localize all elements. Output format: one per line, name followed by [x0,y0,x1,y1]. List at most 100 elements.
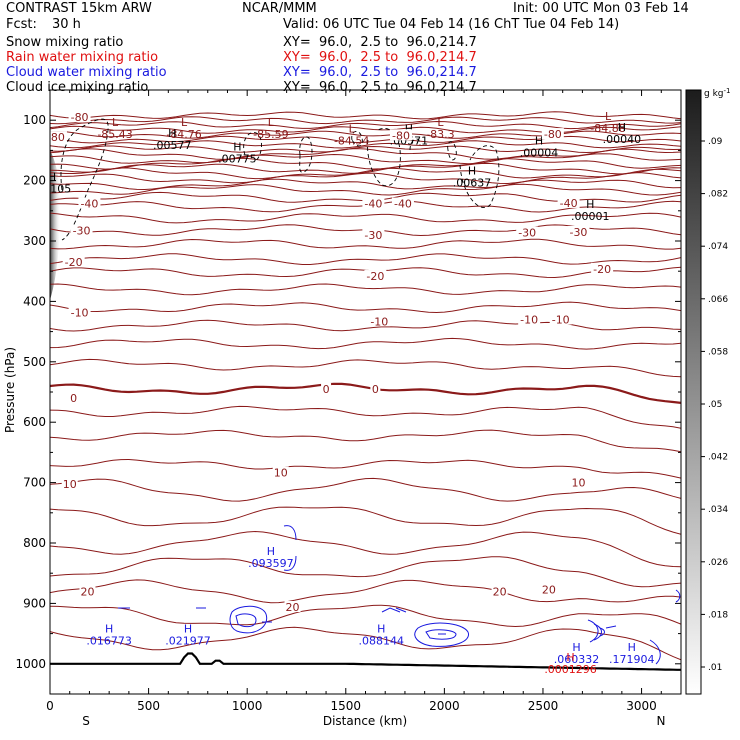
extremum-value: -85.59 [253,128,288,141]
extremum-value: .00105 [33,183,72,196]
contour-label-bg [272,466,289,478]
contour-label-bg [70,224,93,236]
center-label: NCAR/MMM [242,1,317,16]
plot-title: CONTRAST 15km ARW [6,1,152,16]
field-name-cloud-water: Cloud water mixing ratio [6,65,167,80]
contour-label-bg [61,477,78,489]
contour-label: -20 [366,270,384,283]
extremum-kind: L [349,122,356,135]
extremum-kind: H [48,171,56,184]
colorbar-unit: g kg-1 [704,87,730,99]
contour-label: -80 [71,111,89,124]
temperature-isoline [50,157,681,170]
temperature-isoline [50,148,681,160]
contour-label: -80 [544,128,562,141]
colorbar-tick-label: .066 [708,295,728,305]
y-tick-label: 800 [23,536,46,550]
field-xy-rain: XY= 96.0, 2.5 to 96.0,214.7 [283,50,477,65]
x-axis-north-label: N [657,714,666,728]
extremum-value: -83.3 [426,128,454,141]
x-axis-label: Distance (km) [323,714,407,728]
temperature-isoline [50,358,681,378]
field-xy-cloud-water: XY= 96.0, 2.5 to 96.0,214.7 [283,65,477,80]
x-tick-label: 2000 [429,699,460,713]
contour-label: -30 [364,229,382,242]
contour-label: 0 [372,383,379,396]
temperature-isoline [50,120,681,130]
extremum-kind: H [377,622,385,635]
contour-label-bg [516,226,539,238]
contour-label: -10 [71,306,89,319]
temperature-isoline [50,253,681,265]
temperature-isoline [50,405,681,429]
extremum-kind: L [268,116,275,129]
contour-label: -40 [560,197,578,210]
temperature-isoline [50,301,681,314]
y-tick-label: 1000 [15,657,46,671]
field-xy-snow: XY= 96.0, 2.5 to 96.0,214.7 [283,35,477,50]
contour-label-bg [364,270,387,282]
contour-label-bg [540,583,557,595]
cloud-water-contours [118,525,681,665]
colorbar-tick-label: .082 [708,190,728,200]
contour-label-bg [389,129,412,141]
contour-label: -30 [73,225,91,238]
contour-label-bg [62,256,85,268]
colorbar-tick-label: .026 [708,558,728,568]
extremum-kind: L [181,116,188,129]
contour-label: -20 [593,263,611,276]
colorbar-tick-label: .01 [708,663,722,673]
contour-label: -30 [518,227,536,240]
extremum-kind: H [105,622,113,635]
temperature-isoline [50,125,681,134]
contour-label-bg [362,197,385,209]
temperature-isoline [50,319,681,332]
extremum-kind: H [267,545,275,558]
extremum-kind: H [184,622,192,635]
temperature-isoline [50,172,681,185]
temperature-isoline [50,626,681,661]
extremum-kind: H [468,165,476,178]
contour-label-bg [284,601,301,613]
temperature-isoline [50,153,681,165]
contour-label: -40 [364,198,382,211]
contour-label: 20 [542,584,556,597]
y-tick-label: 300 [23,234,46,248]
field-name-rain: Rain water mixing ratio [6,50,159,65]
contour-label: -40 [394,198,412,211]
x-tick-label: 1000 [232,699,263,713]
y-tick-label: 700 [23,476,46,490]
y-tick-label: 100 [23,113,46,127]
contour-label: 10 [63,478,77,491]
surface-pressure-line [50,652,681,671]
extremum-value: -84.76 [166,128,201,141]
extremum-kind: H [566,651,574,664]
extremum-value: -85.43 [97,128,132,141]
extremum-value: .00040 [603,133,642,146]
extremum-kind: H [586,198,594,211]
extremum-kind: H [535,134,543,147]
temperature-isoline [50,116,681,125]
contour-label-bg [591,262,614,274]
contour-label-bg [518,313,541,325]
y-axis-label: Pressure (hPa) [3,347,17,433]
extremum-kind: H [572,641,580,654]
y-tick-label: 600 [23,415,46,429]
contour-label: -20 [65,256,83,269]
colorbar [685,89,702,695]
temperature-isoline [50,167,681,180]
contour-label: -40 [80,198,98,211]
contour-label: -80 [392,129,410,142]
contour-label-bg [541,128,564,140]
contour-label: 20 [286,601,300,614]
colorbar-tick-label: .018 [708,610,728,620]
temperature-isoline [50,579,681,604]
temperature-isoline [50,111,681,120]
temperature-isoline [50,556,681,588]
temperature-isoline [50,140,681,149]
contour-label-bg [68,111,91,123]
contour-label: 0 [323,383,330,396]
contour-label: -10 [370,315,388,328]
temperature-isoline [50,283,681,296]
x-tick-label: 3000 [626,699,657,713]
